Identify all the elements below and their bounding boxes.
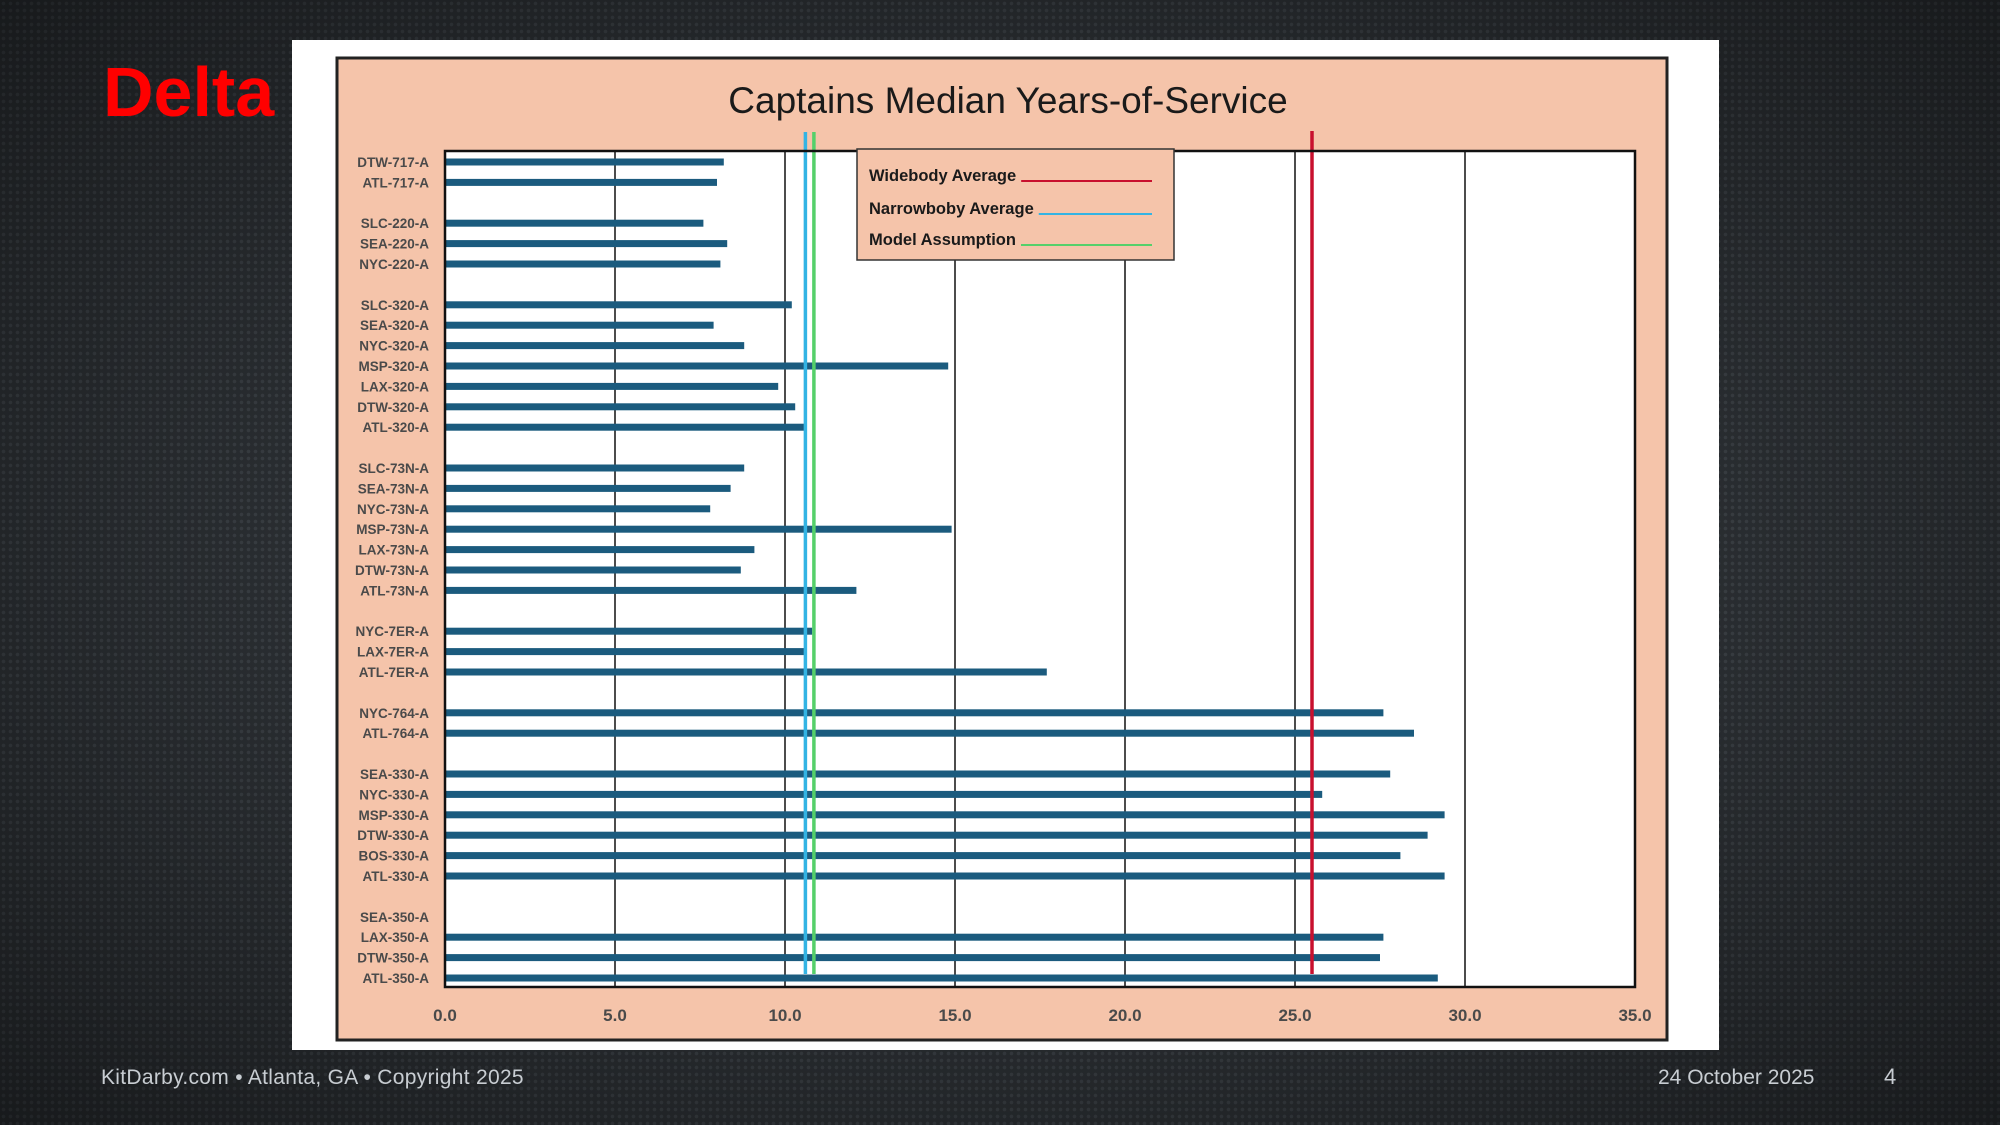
category-label: SEA-350-A bbox=[360, 910, 429, 925]
bar bbox=[445, 260, 721, 268]
category-label: MSP-330-A bbox=[358, 808, 429, 823]
bar bbox=[445, 484, 731, 492]
category-label: NYC-320-A bbox=[359, 339, 429, 354]
legend-label: Widebody Average bbox=[869, 167, 1016, 185]
bar bbox=[445, 729, 1414, 737]
category-label: NYC-7ER-A bbox=[355, 624, 429, 639]
bar bbox=[445, 974, 1438, 982]
category-label: ATL-7ER-A bbox=[359, 665, 429, 680]
x-tick-label: 5.0 bbox=[603, 1006, 627, 1025]
bar bbox=[445, 954, 1380, 962]
category-label: MSP-320-A bbox=[358, 359, 429, 374]
category-label: NYC-220-A bbox=[359, 257, 429, 272]
legend-label: Narrowboby Average bbox=[869, 200, 1034, 218]
category-label: DTW-350-A bbox=[357, 951, 429, 966]
bar bbox=[445, 362, 949, 370]
category-label: SEA-220-A bbox=[360, 237, 429, 252]
footer-date: 24 October 2025 bbox=[1658, 1066, 1815, 1089]
bar bbox=[445, 342, 745, 350]
bar bbox=[445, 933, 1384, 941]
x-tick-label: 10.0 bbox=[768, 1006, 801, 1025]
category-label: ATL-73N-A bbox=[360, 583, 429, 598]
x-tick-label: 0.0 bbox=[433, 1006, 457, 1025]
category-label: SLC-220-A bbox=[361, 216, 430, 231]
captains-chart: Captains Median Years-of-Service DTW-717-… bbox=[335, 56, 1669, 1042]
category-label: SEA-320-A bbox=[360, 318, 429, 333]
category-label: LAX-7ER-A bbox=[357, 645, 429, 660]
chart-title: Captains Median Years-of-Service bbox=[728, 80, 1287, 121]
category-label: ATL-330-A bbox=[362, 869, 429, 884]
x-tick-label: 25.0 bbox=[1278, 1006, 1311, 1025]
category-label: NYC-73N-A bbox=[357, 502, 429, 517]
category-label: LAX-73N-A bbox=[358, 543, 429, 558]
bar bbox=[445, 770, 1391, 778]
bar bbox=[445, 872, 1445, 880]
bar bbox=[445, 627, 813, 635]
footer-credit: KitDarby.com • Atlanta, GA • Copyright 2… bbox=[101, 1066, 524, 1089]
slide-title: Delta bbox=[103, 53, 275, 131]
bar bbox=[445, 790, 1323, 798]
category-label: MSP-73N-A bbox=[356, 522, 429, 537]
x-tick-label: 15.0 bbox=[938, 1006, 971, 1025]
bar bbox=[445, 403, 796, 411]
bar bbox=[445, 586, 857, 594]
chart-card: Captains Median Years-of-Service DTW-717-… bbox=[292, 40, 1719, 1050]
bar bbox=[445, 240, 728, 248]
bar bbox=[445, 831, 1428, 839]
category-label: DTW-73N-A bbox=[355, 563, 429, 578]
category-label: NYC-764-A bbox=[359, 706, 429, 721]
category-label: DTW-330-A bbox=[357, 828, 429, 843]
bar bbox=[445, 648, 806, 656]
category-label: LAX-350-A bbox=[361, 930, 430, 945]
category-label: BOS-330-A bbox=[358, 849, 429, 864]
category-label: SEA-330-A bbox=[360, 767, 429, 782]
category-label: DTW-320-A bbox=[357, 400, 429, 415]
bar bbox=[445, 546, 755, 554]
category-label: SEA-73N-A bbox=[358, 481, 430, 496]
category-label: SLC-73N-A bbox=[358, 461, 429, 476]
category-label: ATL-350-A bbox=[362, 971, 429, 986]
bar bbox=[445, 852, 1401, 860]
bar bbox=[445, 321, 714, 329]
category-label: NYC-330-A bbox=[359, 787, 429, 802]
bar bbox=[445, 525, 952, 533]
category-label: ATL-717-A bbox=[362, 175, 429, 190]
category-label: DTW-717-A bbox=[357, 155, 429, 170]
bar bbox=[445, 219, 704, 227]
bar bbox=[445, 709, 1384, 717]
bar bbox=[445, 464, 745, 472]
bar bbox=[445, 811, 1445, 819]
legend-label: Model Assumption bbox=[869, 231, 1016, 249]
page-number: 4 bbox=[1884, 1064, 1897, 1089]
x-tick-label: 35.0 bbox=[1618, 1006, 1651, 1025]
bar bbox=[445, 566, 741, 574]
bar bbox=[445, 158, 724, 166]
x-tick-label: 30.0 bbox=[1448, 1006, 1481, 1025]
bar bbox=[445, 178, 717, 186]
bar bbox=[445, 505, 711, 513]
category-label: ATL-320-A bbox=[362, 420, 429, 435]
bar bbox=[445, 382, 779, 390]
legend-box bbox=[856, 148, 1175, 261]
category-label: SLC-320-A bbox=[361, 298, 430, 313]
bar bbox=[445, 668, 1047, 676]
x-tick-label: 20.0 bbox=[1108, 1006, 1141, 1025]
category-label: ATL-764-A bbox=[362, 726, 429, 741]
bar bbox=[445, 423, 806, 431]
category-label: LAX-320-A bbox=[361, 379, 430, 394]
bar bbox=[445, 301, 792, 309]
